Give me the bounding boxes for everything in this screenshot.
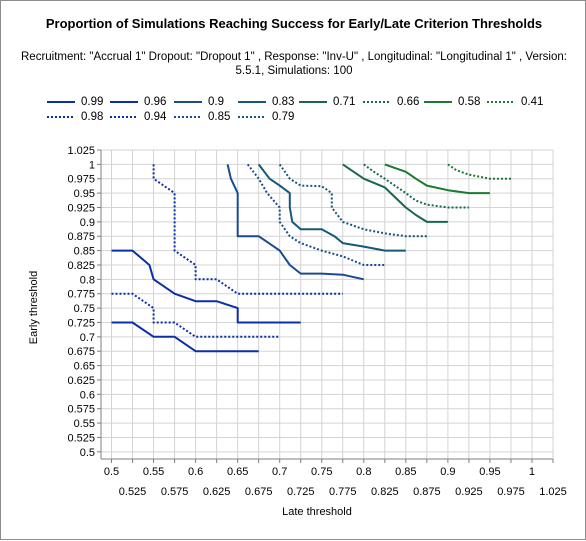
series-line-0-71 bbox=[342, 163, 448, 223]
y-tick-label: 0.675 bbox=[67, 346, 95, 358]
legend-swatch bbox=[238, 116, 266, 118]
x-tick-label: 0.675 bbox=[245, 486, 273, 498]
legend-label: 0.79 bbox=[272, 111, 295, 123]
y-tick-label: 0.975 bbox=[67, 174, 95, 186]
legend-label: 0.66 bbox=[397, 96, 420, 108]
legend-swatch bbox=[424, 101, 452, 103]
y-tick-label: 0.55 bbox=[74, 418, 95, 430]
legend-swatch bbox=[47, 101, 75, 103]
y-tick-label: 0.725 bbox=[67, 317, 95, 329]
legend-swatch bbox=[47, 116, 75, 118]
legend-swatch bbox=[110, 116, 138, 118]
chart-title: Proportion of Simulations Reaching Succe… bbox=[45, 16, 543, 31]
series-line-0-98 bbox=[111, 292, 280, 338]
x-tick-label: 0.975 bbox=[497, 486, 525, 498]
y-tick-label: 0.6 bbox=[80, 389, 95, 401]
series-line-0-96 bbox=[111, 249, 301, 324]
plot-background bbox=[101, 150, 553, 459]
series-line-0-58 bbox=[384, 163, 490, 195]
x-tick-label: 0.65 bbox=[227, 466, 248, 478]
x-tick-label: 0.625 bbox=[203, 486, 231, 498]
series-group bbox=[111, 163, 511, 353]
x-tick-label: 0.95 bbox=[479, 466, 500, 478]
x-tick-label: 0.825 bbox=[371, 486, 399, 498]
x-tick-label: 0.7 bbox=[272, 466, 287, 478]
y-tick-label: 0.875 bbox=[67, 231, 95, 243]
legend-swatch bbox=[363, 101, 391, 103]
legend-label: 0.96 bbox=[144, 96, 167, 108]
y-tick-label: 0.7 bbox=[80, 332, 95, 344]
y-axis-title: Early threshold bbox=[28, 271, 40, 344]
y-tick-label: 0.5 bbox=[80, 447, 95, 459]
legend-label: 0.98 bbox=[81, 111, 104, 123]
legend-swatch bbox=[174, 101, 202, 103]
x-tick-label: 0.775 bbox=[329, 486, 357, 498]
legend-swatch bbox=[238, 101, 266, 103]
x-tick-label: 0.725 bbox=[287, 486, 315, 498]
x-tick-label: 0.5 bbox=[104, 466, 119, 478]
x-tick-label: 0.875 bbox=[413, 486, 441, 498]
y-tick-label: 0.825 bbox=[67, 260, 95, 272]
series-line-0-99 bbox=[111, 321, 259, 353]
x-tick-label: 0.925 bbox=[455, 486, 483, 498]
legend-label: 0.58 bbox=[458, 96, 481, 108]
x-tick-label: 0.55 bbox=[143, 466, 164, 478]
x-tick-label: 0.525 bbox=[119, 486, 147, 498]
y-tick-label: 0.9 bbox=[80, 217, 95, 229]
legend-label: 0.99 bbox=[81, 96, 104, 108]
legend-label: 0.83 bbox=[272, 96, 295, 108]
y-tick-label: 0.575 bbox=[67, 404, 95, 416]
legend-label: 0.41 bbox=[521, 96, 544, 108]
y-tick-label: 0.85 bbox=[74, 246, 95, 258]
chart-subtitle: Recruitment: "Accrual 1" Dropout: "Dropo… bbox=[21, 51, 567, 77]
x-tick-label: 0.6 bbox=[188, 466, 203, 478]
y-tick-label: 0.925 bbox=[67, 202, 95, 214]
legend-swatch bbox=[299, 101, 327, 103]
legend-label: 0.9 bbox=[208, 96, 224, 108]
legend-swatch bbox=[487, 101, 515, 103]
y-tick-label: 0.625 bbox=[67, 375, 95, 387]
gridlines bbox=[101, 149, 554, 459]
y-tick-label: 0.8 bbox=[80, 274, 95, 286]
legend-swatch bbox=[174, 116, 202, 118]
x-tick-label: 1 bbox=[529, 466, 535, 478]
x-tick-label: 0.85 bbox=[395, 466, 416, 478]
y-tick-label: 0.775 bbox=[67, 289, 95, 301]
y-tick-label: 1 bbox=[89, 159, 95, 171]
legend-label: 0.85 bbox=[208, 111, 231, 123]
y-tick-label: 0.525 bbox=[67, 432, 95, 444]
series-line-0-85 bbox=[246, 163, 385, 266]
x-tick-label: 0.9 bbox=[440, 466, 455, 478]
y-tick-label: 1.025 bbox=[67, 145, 95, 157]
series-line-0-66 bbox=[363, 163, 469, 209]
y-tick-label: 0.75 bbox=[74, 303, 95, 315]
x-axis-title: Late threshold bbox=[282, 506, 352, 518]
y-tick-label: 0.95 bbox=[74, 188, 95, 200]
legend-swatch bbox=[110, 101, 138, 103]
x-tick-label: 0.8 bbox=[356, 466, 371, 478]
legend-label: 0.94 bbox=[144, 111, 167, 123]
series-line-0-83 bbox=[257, 163, 406, 252]
y-tick-label: 0.65 bbox=[74, 361, 95, 373]
x-tick-label: 0.75 bbox=[311, 466, 332, 478]
x-tick-label: 0.575 bbox=[161, 486, 189, 498]
x-tick-label: 1.025 bbox=[539, 486, 567, 498]
chart-legend: 0.99 0.96 0.9 0.83 0.71 0.66 0.58 0.41 0.98 0.94 0… bbox=[45, 95, 585, 127]
legend-label: 0.71 bbox=[333, 96, 356, 108]
series-line-0-9 bbox=[226, 164, 365, 281]
